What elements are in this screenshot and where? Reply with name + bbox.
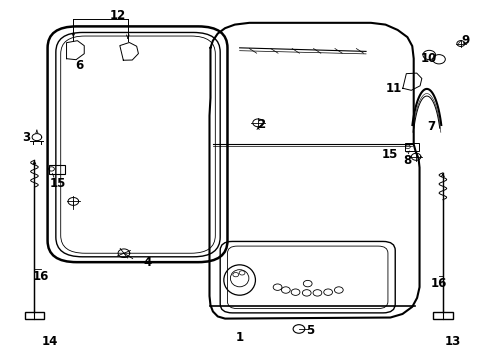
Text: 1: 1 bbox=[235, 332, 243, 345]
Text: 11: 11 bbox=[386, 82, 402, 95]
Text: 5: 5 bbox=[305, 324, 314, 337]
Text: 16: 16 bbox=[430, 277, 446, 290]
Bar bbox=[432, 312, 452, 319]
Text: 15: 15 bbox=[382, 148, 398, 162]
Text: 8: 8 bbox=[403, 154, 411, 167]
Text: 4: 4 bbox=[143, 256, 151, 269]
Text: 13: 13 bbox=[444, 335, 460, 348]
Text: 7: 7 bbox=[427, 120, 434, 133]
Text: 14: 14 bbox=[42, 335, 58, 348]
Text: 2: 2 bbox=[257, 118, 265, 131]
Text: 10: 10 bbox=[420, 52, 436, 65]
Bar bbox=[49, 165, 64, 174]
Text: 6: 6 bbox=[75, 59, 83, 72]
Text: 9: 9 bbox=[461, 34, 469, 47]
Text: 3: 3 bbox=[22, 131, 31, 144]
Text: 12: 12 bbox=[110, 9, 126, 22]
Bar bbox=[25, 312, 44, 319]
Text: 16: 16 bbox=[33, 270, 49, 283]
Bar bbox=[404, 143, 418, 151]
Text: 15: 15 bbox=[49, 177, 66, 190]
